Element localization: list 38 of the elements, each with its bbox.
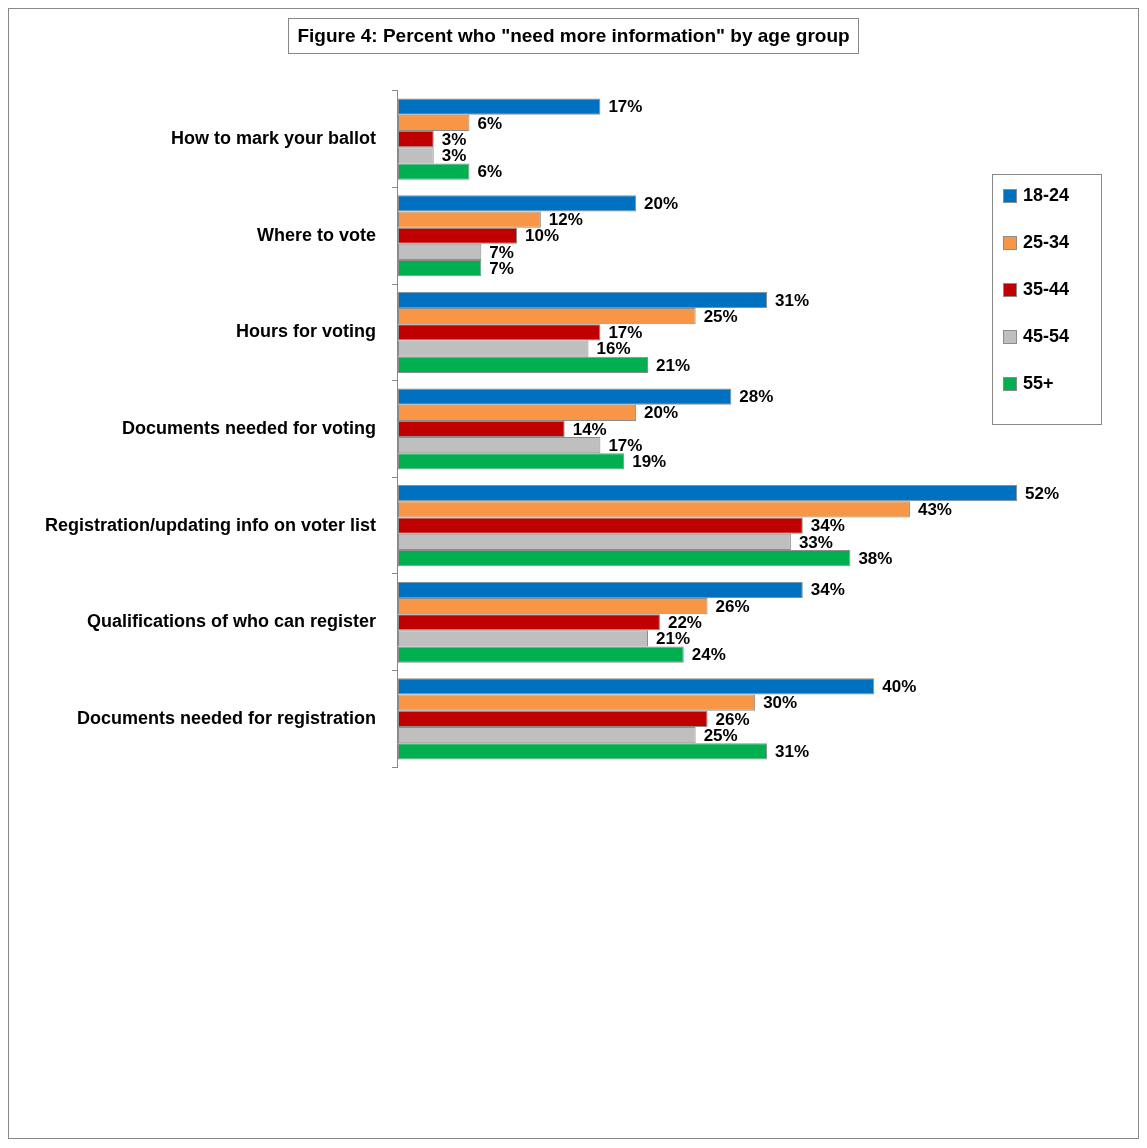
data-label: 26% bbox=[715, 596, 750, 616]
data-label: 3% bbox=[441, 129, 467, 149]
legend-label: 25-34 bbox=[1023, 232, 1070, 253]
data-label: 31% bbox=[775, 742, 810, 762]
data-label: 52% bbox=[1025, 483, 1060, 503]
legend-label: 35-44 bbox=[1023, 279, 1070, 300]
data-label: 17% bbox=[608, 435, 643, 455]
y-tick-label: Registration/updating info on voter list bbox=[45, 514, 376, 535]
data-label: 40% bbox=[882, 677, 917, 697]
legend-label: 55+ bbox=[1023, 373, 1054, 394]
data-label: 38% bbox=[858, 548, 893, 568]
legend-label: 45-54 bbox=[1023, 326, 1070, 347]
y-tick-label: How to mark your ballot bbox=[170, 128, 376, 149]
legend-label: 18-24 bbox=[1023, 185, 1070, 206]
y-tick-label: Documents needed for voting bbox=[121, 417, 376, 438]
data-label: 14% bbox=[572, 419, 607, 439]
chart-title: Figure 4: Percent who "need more information" by age group bbox=[288, 18, 859, 54]
data-label: 24% bbox=[691, 645, 726, 665]
data-label: 21% bbox=[656, 355, 691, 375]
data-label: 31% bbox=[775, 290, 810, 310]
data-label: 6% bbox=[477, 113, 503, 133]
data-label: 30% bbox=[763, 693, 798, 713]
data-label: 20% bbox=[644, 193, 679, 213]
data-label: 21% bbox=[656, 629, 691, 649]
data-label: 3% bbox=[441, 146, 467, 166]
data-label: 25% bbox=[703, 306, 738, 326]
data-label: 22% bbox=[667, 612, 702, 632]
data-label: 20% bbox=[644, 403, 679, 423]
y-tick-label: Where to vote bbox=[256, 224, 376, 245]
y-tick-label: Documents needed for registration bbox=[76, 707, 376, 728]
y-tick-label: Qualifications of who can register bbox=[86, 611, 376, 632]
data-label: 17% bbox=[608, 97, 643, 117]
data-label: 28% bbox=[739, 387, 774, 407]
data-label: 34% bbox=[810, 580, 845, 600]
data-label: 6% bbox=[477, 162, 503, 182]
data-label: 19% bbox=[632, 452, 667, 472]
data-label: 43% bbox=[917, 500, 952, 520]
y-tick-label: Hours for voting bbox=[236, 321, 376, 342]
